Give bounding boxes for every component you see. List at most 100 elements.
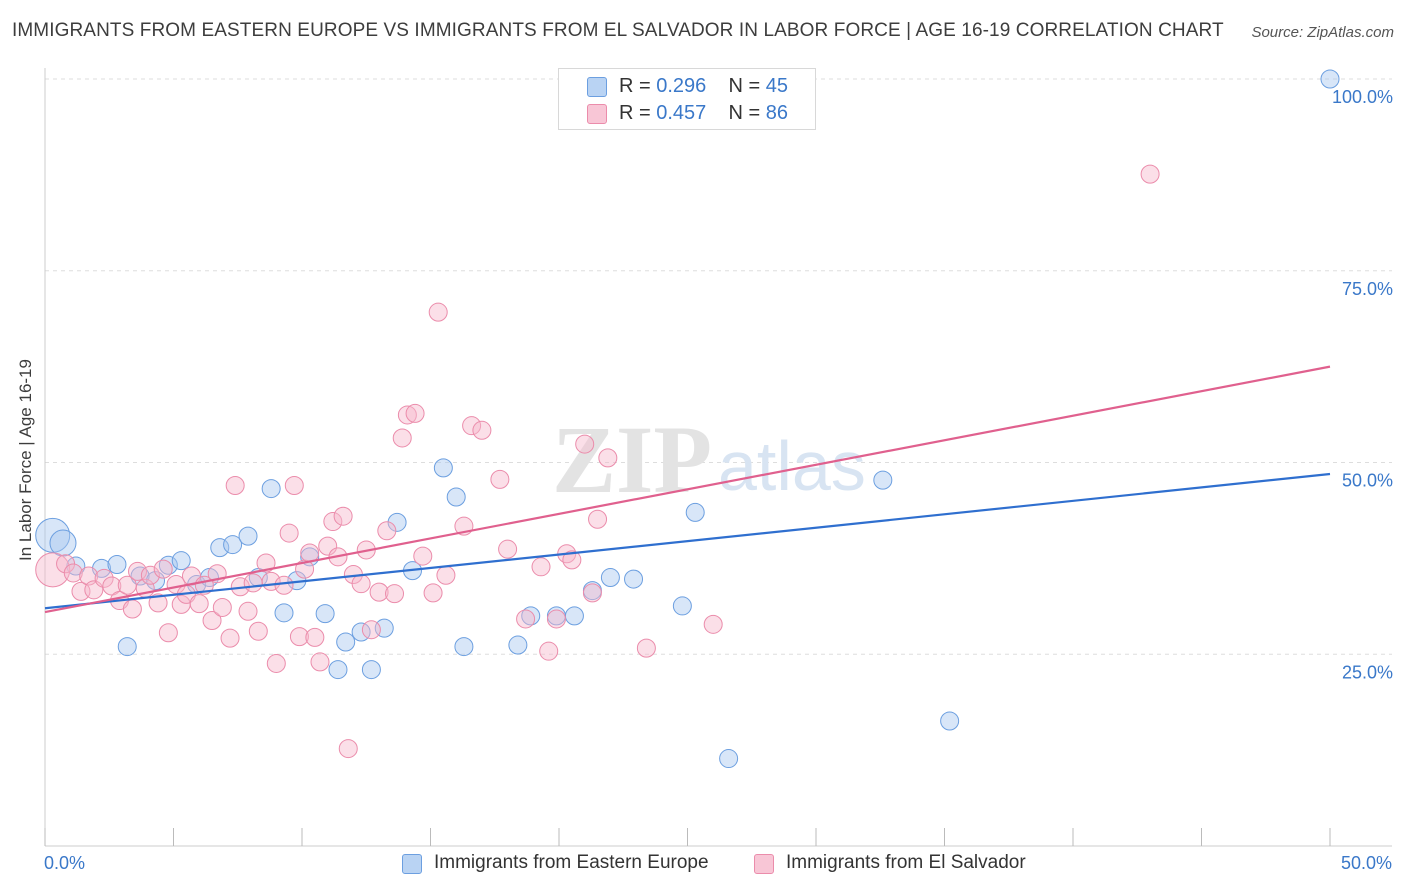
point-eastern-europe [873, 470, 893, 490]
point-el-salvador [256, 553, 276, 573]
point-el-salvador [539, 641, 559, 661]
point-el-salvador [289, 627, 309, 647]
point-eastern-europe [210, 538, 230, 558]
point-eastern-europe [564, 606, 584, 626]
point-el-salvador [238, 601, 258, 621]
legend-swatch-blue [587, 77, 607, 97]
point-eastern-europe [223, 535, 243, 555]
point-eastern-europe [940, 711, 960, 731]
point-el-salvador [94, 568, 114, 588]
legend-swatch-blue [402, 854, 422, 874]
point-el-salvador [516, 609, 536, 629]
x-tick-label: 0.0% [44, 853, 85, 873]
point-eastern-europe [274, 603, 294, 623]
point-eastern-europe [433, 458, 453, 478]
point-eastern-europe [315, 604, 335, 624]
point-el-salvador [546, 609, 566, 629]
watermark-zip: ZIP [552, 406, 712, 513]
point-el-salvador [102, 576, 122, 596]
point-eastern-europe [171, 551, 191, 571]
point-el-salvador [310, 652, 330, 672]
point-el-salvador [562, 550, 582, 570]
point-el-salvador [148, 593, 168, 613]
point-el-salvador [472, 420, 492, 440]
point-el-salvador [392, 428, 412, 448]
point-el-salvador [1140, 164, 1160, 184]
point-eastern-europe [336, 632, 356, 652]
legend-swatch-pink [587, 104, 607, 124]
point-el-salvador [582, 583, 602, 603]
point-el-salvador [436, 565, 456, 585]
y-axis-label: In Labor Force | Age 16-19 [16, 359, 35, 561]
x-tick-label: 50.0% [1341, 853, 1392, 873]
point-el-salvador [351, 574, 371, 594]
point-el-salvador [338, 739, 358, 759]
point-eastern-europe [685, 502, 705, 522]
axes [44, 68, 1392, 847]
legend-r-label: R = [619, 75, 651, 97]
point-el-salvador [212, 597, 232, 617]
tick-labels: 25.0% 50.0% 75.0% 100.0% 0.0% 50.0% [44, 87, 1393, 873]
point-el-salvador [361, 620, 381, 640]
legend-r-label: R = [619, 102, 651, 124]
point-el-salvador [490, 469, 510, 489]
point-el-salvador [202, 611, 222, 631]
point-el-salvador [598, 448, 618, 468]
point-el-salvador [428, 302, 448, 322]
point-el-salvador [305, 627, 325, 647]
chart-title: IMMIGRANTS FROM EASTERN EUROPE VS IMMIGR… [12, 20, 1224, 41]
legend-r-value: 0.296 [656, 75, 707, 97]
point-el-salvador [575, 434, 595, 454]
y-tick-label: 25.0% [1342, 662, 1393, 682]
y-axis-label-wrap: In Labor Force | Age 16-19 [16, 258, 36, 561]
point-el-salvador [333, 506, 353, 526]
point-el-salvador [63, 563, 83, 583]
point-el-salvador [377, 521, 397, 541]
point-eastern-europe [158, 555, 178, 575]
point-eastern-europe [521, 606, 541, 626]
point-eastern-europe [446, 487, 466, 507]
point-eastern-europe [624, 569, 644, 589]
legend-r-value: 0.457 [656, 102, 707, 124]
trendline-eastern-europe [44, 472, 1331, 610]
point-el-salvador [423, 583, 443, 603]
point-el-salvador [462, 416, 482, 436]
point-el-salvador [128, 561, 148, 581]
legend-label-eastern-europe: Immigrants from Eastern Europe [434, 852, 709, 873]
correlation-legend: R = 0.296 N = 45 R = 0.457 N = 86 [558, 68, 816, 130]
point-eastern-europe [719, 749, 739, 769]
point-eastern-europe [328, 660, 348, 680]
point-el-salvador [284, 476, 304, 496]
point-el-salvador [636, 638, 656, 658]
point-el-salvador [413, 546, 433, 566]
point-eastern-europe [261, 479, 281, 499]
point-eastern-europe [672, 596, 692, 616]
point-el-salvador [498, 539, 518, 559]
point-eastern-europe [107, 555, 127, 575]
legend-n-value: 86 [765, 102, 789, 124]
point-eastern-europe [454, 637, 474, 657]
source-label: Source: ZipAtlas.com [1251, 24, 1394, 41]
point-eastern-europe [146, 571, 166, 591]
point-eastern-europe [117, 637, 137, 657]
point-eastern-europe [238, 526, 258, 546]
point-el-salvador [225, 476, 245, 496]
point-el-salvador [405, 403, 425, 423]
legend-n-label: N = [728, 75, 761, 97]
point-eastern-europe [49, 529, 77, 557]
point-el-salvador [243, 573, 263, 593]
point-el-salvador [35, 552, 71, 588]
legend-swatch-pink [754, 854, 774, 874]
series-legend: Immigrants from Eastern Europe Immigrant… [0, 852, 1406, 878]
legend-n-label: N = [728, 102, 761, 124]
point-el-salvador [385, 584, 405, 604]
point-el-salvador [274, 575, 294, 595]
trend-lines [44, 365, 1331, 614]
y-tick-label: 100.0% [1332, 87, 1393, 107]
point-eastern-europe [600, 568, 620, 588]
point-el-salvador [531, 557, 551, 577]
point-el-salvador [279, 523, 299, 543]
series-eastern-europe-points [35, 69, 1340, 769]
point-el-salvador [153, 559, 173, 579]
